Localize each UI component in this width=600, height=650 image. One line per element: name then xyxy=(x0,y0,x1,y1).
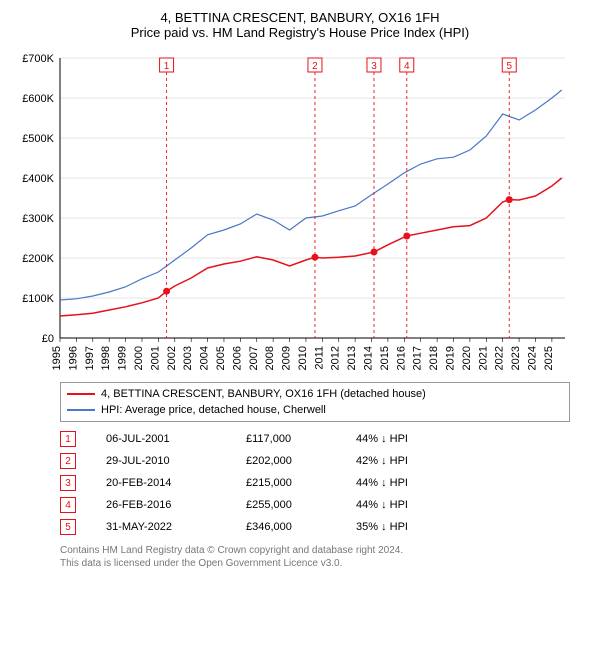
x-tick-label: 1996 xyxy=(67,346,79,370)
x-tick-label: 2023 xyxy=(510,346,522,370)
x-tick-label: 2001 xyxy=(149,346,161,370)
y-tick-label: £100K xyxy=(22,293,54,305)
title-line1: 4, BETTINA CRESCENT, BANBURY, OX16 1FH xyxy=(10,10,590,25)
x-tick-label: 2007 xyxy=(248,346,260,370)
y-tick-label: £200K xyxy=(22,253,54,265)
sale-date: 06-JUL-2001 xyxy=(106,433,216,445)
x-tick-label: 2005 xyxy=(215,346,227,370)
x-tick-label: 1995 xyxy=(51,346,63,370)
price-chart: £0 £100K £200K £300K £400K £500K £600K £700K 199… xyxy=(10,48,570,378)
title-line2: Price paid vs. HM Land Registry's House … xyxy=(10,25,590,40)
sale-index-box: 2 xyxy=(60,453,76,469)
sale-date: 20-FEB-2014 xyxy=(106,477,216,489)
sales-row: 4 26-FEB-2016 £255,000 44% ↓ HPI xyxy=(60,494,570,516)
sale-date: 29-JUL-2010 xyxy=(106,455,216,467)
footer-line1: Contains HM Land Registry data © Crown c… xyxy=(60,544,570,557)
y-tick-label: £0 xyxy=(42,333,54,345)
x-tick-label: 2013 xyxy=(346,346,358,370)
sale-price: £117,000 xyxy=(246,433,326,445)
x-tick-label: 2025 xyxy=(543,346,555,370)
sale-marker-dot xyxy=(163,288,170,295)
x-tick-label: 1997 xyxy=(84,346,96,370)
sale-marker-dot xyxy=(370,249,377,256)
sales-row: 2 29-JUL-2010 £202,000 42% ↓ HPI xyxy=(60,450,570,472)
y-tick-label: £600K xyxy=(22,93,54,105)
legend-label: 4, BETTINA CRESCENT, BANBURY, OX16 1FH (… xyxy=(101,386,426,402)
sale-marker-dot xyxy=(506,196,513,203)
legend-item: HPI: Average price, detached house, Cher… xyxy=(67,402,563,418)
sales-row: 1 06-JUL-2001 £117,000 44% ↓ HPI xyxy=(60,428,570,450)
sale-diff: 44% ↓ HPI xyxy=(356,433,446,445)
footer-line2: This data is licensed under the Open Gov… xyxy=(60,557,570,570)
x-tick-label: 2020 xyxy=(461,346,473,370)
sale-price: £215,000 xyxy=(246,477,326,489)
x-tick-label: 2002 xyxy=(166,346,178,370)
sale-diff: 44% ↓ HPI xyxy=(356,499,446,511)
sale-marker-dot xyxy=(311,254,318,261)
sale-price: £202,000 xyxy=(246,455,326,467)
sales-table: 1 06-JUL-2001 £117,000 44% ↓ HPI 2 29-JUL-201… xyxy=(60,428,570,538)
x-tick-label: 2000 xyxy=(133,346,145,370)
sale-price: £346,000 xyxy=(246,521,326,533)
x-tick-label: 2014 xyxy=(363,346,375,370)
sale-date: 31-MAY-2022 xyxy=(106,521,216,533)
legend-label: HPI: Average price, detached house, Cher… xyxy=(101,402,326,418)
sale-diff: 42% ↓ HPI xyxy=(356,455,446,467)
x-tick-label: 2008 xyxy=(264,346,276,370)
legend-swatch xyxy=(67,393,95,395)
x-tick-label: 2004 xyxy=(199,346,211,370)
chart-title-block: 4, BETTINA CRESCENT, BANBURY, OX16 1FH P… xyxy=(10,10,590,40)
sale-index-box: 4 xyxy=(60,497,76,513)
chart-container: £0 £100K £200K £300K £400K £500K £600K £700K 199… xyxy=(10,48,590,378)
y-tick-label: £500K xyxy=(22,133,54,145)
series-subject xyxy=(60,178,562,316)
sale-marker-number: 5 xyxy=(506,61,512,72)
x-tick-label: 2006 xyxy=(231,346,243,370)
x-tick-label: 2024 xyxy=(526,346,538,370)
x-tick-label: 2016 xyxy=(395,346,407,370)
x-tick-label: 2021 xyxy=(477,346,489,370)
sale-marker-number: 3 xyxy=(371,61,377,72)
sale-diff: 44% ↓ HPI xyxy=(356,477,446,489)
sales-row: 3 20-FEB-2014 £215,000 44% ↓ HPI xyxy=(60,472,570,494)
sale-marker-dot xyxy=(403,233,410,240)
x-tick-label: 1998 xyxy=(100,346,112,370)
y-tick-label: £400K xyxy=(22,173,54,185)
x-tick-label: 2010 xyxy=(297,346,309,370)
legend-swatch xyxy=(67,409,95,411)
x-tick-label: 2018 xyxy=(428,346,440,370)
sale-date: 26-FEB-2016 xyxy=(106,499,216,511)
x-tick-label: 2003 xyxy=(182,346,194,370)
sale-marker-number: 2 xyxy=(312,61,318,72)
y-tick-label: £300K xyxy=(22,213,54,225)
sale-price: £255,000 xyxy=(246,499,326,511)
x-tick-label: 1999 xyxy=(117,346,129,370)
sale-index-box: 5 xyxy=(60,519,76,535)
sale-marker-number: 4 xyxy=(404,61,410,72)
legend-item: 4, BETTINA CRESCENT, BANBURY, OX16 1FH (… xyxy=(67,386,563,402)
sale-marker-number: 1 xyxy=(164,61,170,72)
sale-index-box: 3 xyxy=(60,475,76,491)
x-tick-label: 2015 xyxy=(379,346,391,370)
footer-note: Contains HM Land Registry data © Crown c… xyxy=(60,544,570,570)
sale-diff: 35% ↓ HPI xyxy=(356,521,446,533)
legend: 4, BETTINA CRESCENT, BANBURY, OX16 1FH (… xyxy=(60,382,570,422)
series-hpi xyxy=(60,90,562,300)
x-tick-label: 2012 xyxy=(330,346,342,370)
x-tick-label: 2017 xyxy=(412,346,424,370)
sales-row: 5 31-MAY-2022 £346,000 35% ↓ HPI xyxy=(60,516,570,538)
sale-index-box: 1 xyxy=(60,431,76,447)
y-tick-label: £700K xyxy=(22,53,54,65)
x-tick-label: 2022 xyxy=(494,346,506,370)
x-tick-label: 2019 xyxy=(445,346,457,370)
x-tick-label: 2011 xyxy=(313,346,325,370)
x-tick-label: 2009 xyxy=(281,346,293,370)
